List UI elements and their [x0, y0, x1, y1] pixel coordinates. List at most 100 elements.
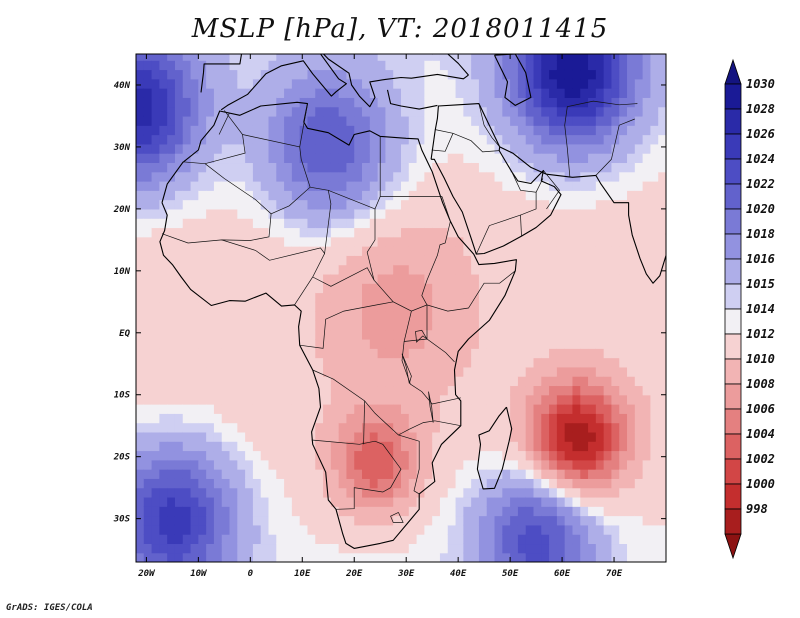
field-cell: [619, 97, 628, 108]
field-cell: [354, 255, 363, 266]
field-cell: [330, 459, 340, 470]
field-cell: [385, 236, 394, 247]
field-cell: [307, 264, 316, 275]
field-cell: [323, 171, 332, 182]
field-cell: [447, 227, 457, 238]
field-cell: [416, 69, 425, 80]
field-cell: [315, 450, 324, 461]
field-cell: [603, 404, 613, 414]
field-cell: [260, 255, 270, 266]
field-cell: [330, 125, 340, 136]
field-cell: [619, 264, 628, 275]
field-cell: [190, 218, 199, 229]
field-cell: [611, 552, 620, 562]
field-cell: [182, 153, 192, 164]
field-cell: [291, 54, 301, 61]
field-cell: [393, 69, 402, 80]
field-cell: [595, 515, 605, 526]
field-cell: [198, 125, 207, 136]
field-cell: [572, 264, 581, 275]
field-cell: [494, 88, 503, 98]
field-cell: [478, 227, 488, 238]
field-cell: [424, 273, 433, 284]
field-cell: [588, 338, 597, 349]
field-cell: [307, 218, 316, 229]
field-cell: [338, 524, 348, 535]
field-cell: [323, 329, 332, 340]
field-cell: [595, 125, 605, 136]
field-cell: [190, 422, 199, 433]
field-cell: [198, 60, 207, 71]
field-cell: [611, 199, 620, 210]
field-cell: [393, 246, 402, 256]
field-cell: [408, 487, 418, 498]
field-cell: [556, 246, 566, 256]
field-cell: [174, 227, 184, 238]
field-cell: [650, 208, 659, 219]
field-cell: [549, 524, 558, 535]
field-cell: [151, 320, 160, 331]
field-cell: [572, 218, 581, 229]
field-cell: [268, 487, 277, 498]
field-cell: [221, 134, 231, 145]
field-cell: [478, 329, 488, 340]
field-cell: [525, 246, 535, 256]
field-cell: [315, 60, 324, 71]
field-cell: [136, 524, 145, 535]
field-cell: [385, 227, 394, 238]
field-cell: [245, 376, 254, 387]
field-cell: [362, 208, 371, 219]
field-cell: [502, 199, 511, 210]
field-cell: [182, 431, 192, 442]
field-cell: [229, 413, 238, 424]
field-cell: [198, 301, 207, 312]
field-cell: [136, 301, 145, 312]
field-cell: [455, 236, 464, 247]
field-cell: [307, 60, 316, 71]
field-cell: [377, 338, 387, 349]
field-cell: [580, 552, 589, 562]
field-cell: [291, 506, 301, 517]
field-cell: [330, 478, 340, 489]
field-cell: [502, 301, 511, 312]
field-cell: [167, 422, 176, 433]
field-cell: [221, 227, 231, 238]
field-cell: [354, 357, 363, 368]
field-cell: [517, 199, 527, 210]
field-cell: [401, 524, 410, 535]
field-cell: [416, 181, 425, 191]
field-cell: [634, 301, 644, 312]
field-cell: [159, 60, 168, 71]
field-cell: [206, 534, 215, 545]
field-cell: [276, 208, 285, 219]
field-cell: [463, 311, 472, 321]
field-cell: [627, 264, 636, 275]
field-cell: [486, 218, 496, 229]
field-cell: [401, 54, 410, 61]
field-cell: [611, 459, 620, 470]
field-cell: [658, 422, 666, 433]
field-cell: [603, 338, 613, 349]
field-cell: [284, 125, 293, 136]
field-cell: [159, 125, 168, 136]
field-cell: [510, 190, 519, 201]
field-cell: [198, 394, 207, 405]
field-cell: [494, 524, 503, 535]
field-cell: [299, 357, 309, 368]
field-cell: [486, 171, 496, 182]
field-cell: [229, 115, 238, 126]
field-cell: [354, 552, 363, 562]
field-cell: [595, 301, 605, 312]
field-cell: [206, 143, 215, 154]
field-cell: [517, 431, 527, 442]
field-cell: [439, 431, 449, 442]
field-cell: [174, 487, 184, 498]
field-cell: [611, 413, 620, 424]
field-cell: [463, 534, 472, 545]
field-cell: [229, 404, 238, 414]
field-cell: [619, 283, 628, 294]
field-cell: [362, 487, 371, 498]
field-cell: [330, 506, 340, 517]
field-cell: [416, 283, 425, 294]
field-cell: [447, 431, 457, 442]
